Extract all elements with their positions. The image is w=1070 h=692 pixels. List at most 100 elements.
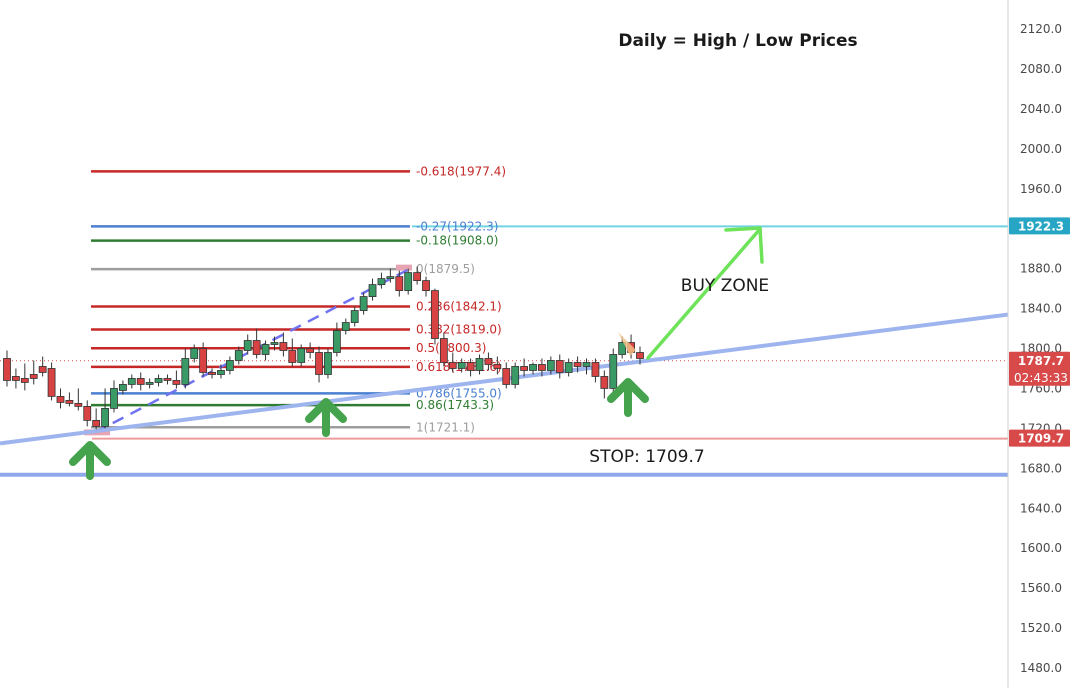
candle-down xyxy=(252,340,261,355)
candle-up xyxy=(332,330,341,353)
candle xyxy=(484,352,493,371)
price-tag-bg xyxy=(1009,429,1070,447)
projection-head xyxy=(724,226,764,264)
candle-up xyxy=(386,276,395,280)
candle-up xyxy=(564,362,573,373)
candle xyxy=(377,272,386,289)
candle xyxy=(511,362,520,389)
candle-down xyxy=(555,360,564,373)
candle-up xyxy=(377,278,386,285)
candle-up xyxy=(127,378,136,385)
candle xyxy=(3,350,11,387)
candle-down xyxy=(83,406,92,421)
price-tag-value: 1922.3 xyxy=(1018,219,1064,233)
axis-tick-label: 2080.0 xyxy=(1020,62,1062,76)
candle xyxy=(502,362,511,389)
candle xyxy=(573,356,582,373)
price-axis: 2120.02080.02040.02000.01960.01920.01880… xyxy=(1007,0,1070,688)
candle-down xyxy=(172,380,181,385)
candle-down xyxy=(163,378,172,381)
candle xyxy=(47,362,56,401)
candle xyxy=(359,292,368,315)
candle xyxy=(163,374,172,385)
candle xyxy=(520,358,528,377)
price-tag-bg xyxy=(1009,351,1070,386)
candle xyxy=(252,328,261,359)
candle xyxy=(404,268,413,295)
candle-down xyxy=(136,378,145,385)
candle-up xyxy=(217,370,225,375)
fib-level-label: 0.382(1819.0) xyxy=(416,323,502,337)
candle-down xyxy=(502,368,511,385)
candle-up xyxy=(297,348,306,363)
candle-down xyxy=(315,352,323,375)
candle xyxy=(546,356,555,375)
candle-up xyxy=(359,296,368,311)
candle xyxy=(555,354,564,379)
up-arrow-head xyxy=(607,378,649,403)
candle-down xyxy=(493,364,502,369)
candle xyxy=(475,354,484,375)
projection-line xyxy=(646,227,762,360)
pattern-marker xyxy=(618,332,636,356)
candle xyxy=(395,270,404,297)
candle xyxy=(234,346,243,365)
candle xyxy=(564,358,573,377)
price-tag-bg xyxy=(1009,217,1070,235)
candle xyxy=(306,342,315,359)
fib-level-label: 0.236(1842.1) xyxy=(416,299,502,313)
candle-down xyxy=(466,362,475,371)
candle xyxy=(529,362,537,375)
candle-down xyxy=(573,362,582,367)
axis-tick-label: 1680.0 xyxy=(1020,461,1062,475)
fib-level-label: 0.5(1800.3) xyxy=(416,341,486,355)
candle-down xyxy=(3,358,11,381)
up-arrow-head xyxy=(69,441,111,466)
fib-level-label: 0.786(1755.0) xyxy=(416,386,502,400)
candle-down xyxy=(12,376,20,381)
candle-up xyxy=(404,272,413,291)
price-tag: 1922.3 xyxy=(1009,217,1070,235)
candle xyxy=(243,334,252,355)
candle-down xyxy=(439,338,448,363)
candle-up xyxy=(101,408,109,427)
candle xyxy=(288,338,297,367)
candle-down xyxy=(413,272,422,282)
fib-level-label: 0.86(1743.3) xyxy=(416,398,494,412)
candle xyxy=(154,374,163,387)
up-arrow-head xyxy=(305,398,347,423)
candle-up xyxy=(546,360,555,371)
arrows-layer xyxy=(69,226,764,480)
price-tag-value: 1787.7 xyxy=(1018,354,1064,368)
candle xyxy=(600,370,609,399)
target-projection-arrow xyxy=(646,226,764,360)
candle-down xyxy=(306,348,315,353)
candle xyxy=(457,358,466,373)
candle xyxy=(38,356,47,377)
candle xyxy=(101,388,109,429)
candle xyxy=(448,352,457,373)
candle-down xyxy=(38,366,47,373)
axis-tick-label: 1880.0 xyxy=(1020,262,1062,276)
up-arrow xyxy=(69,441,111,480)
candle xyxy=(145,378,154,389)
candle xyxy=(538,358,546,377)
fib-level-label: -0.27(1922.3) xyxy=(416,219,498,233)
candle-up xyxy=(341,322,350,331)
axis-tick-label: 2040.0 xyxy=(1020,102,1062,116)
candle-down xyxy=(484,358,493,365)
candle-down xyxy=(29,374,38,379)
candle xyxy=(225,356,234,375)
up-arrow xyxy=(305,398,347,437)
candle-up xyxy=(145,382,154,385)
candle-up xyxy=(511,366,520,385)
price-tag-value: 1709.7 xyxy=(1018,432,1064,446)
candle xyxy=(261,340,270,361)
axis-tick-label: 1480.0 xyxy=(1020,661,1062,675)
candle-down xyxy=(20,378,29,383)
candle-up xyxy=(190,348,199,359)
candle xyxy=(386,268,395,283)
candle xyxy=(65,392,74,407)
